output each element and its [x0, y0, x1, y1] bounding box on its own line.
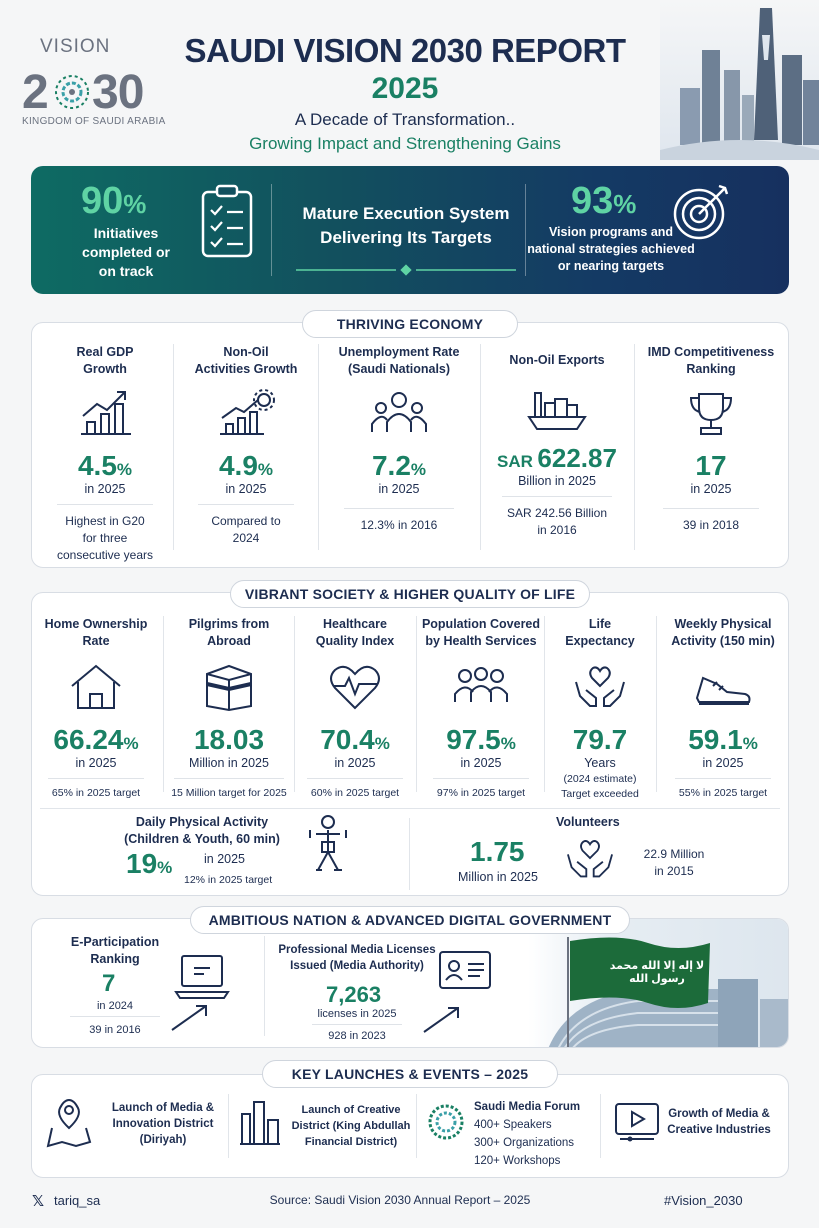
cargo-ship-icon — [527, 392, 587, 430]
city-skyline-image — [660, 0, 819, 160]
launch-item-media-forum: Saudi Media Forum 400+ Speakers 300+ Org… — [424, 1094, 604, 1174]
home-ownership-card: Home Ownership Rate 66.24% in 2025 65% in… — [44, 617, 148, 799]
initiatives-value: 90% — [81, 180, 147, 222]
hashtag[interactable]: #Vision_2030 — [664, 1193, 743, 1208]
logo-vision-text: VISION — [40, 36, 111, 57]
trend-arrow-icon — [171, 1005, 207, 1031]
svg-text:30: 30 — [92, 66, 143, 118]
e-participation-card: E-Participation Ranking 7 in 2024 39 in 2… — [40, 932, 260, 1042]
subtitle-line-1: A Decade of Transformation.. — [294, 110, 516, 129]
source-text: Source: Saudi Vision 2030 Annual Report … — [269, 1193, 531, 1207]
flag-building-image — [528, 919, 788, 1047]
population-icon — [454, 667, 508, 702]
volunteers-card: Volunteers 1.75 Million in 2025 22.9 Mil… — [458, 815, 705, 884]
execution-system-text: Mature Execution System Delivering Its Ta… — [302, 204, 510, 247]
pilgrims-card: Pilgrims from Abroad 18.03 Million in 202… — [171, 617, 287, 799]
laptop-icon — [174, 955, 230, 999]
sneaker-icon — [695, 676, 751, 705]
svg-text:2: 2 — [22, 66, 48, 118]
heart-pulse-icon — [330, 665, 380, 710]
footer: 𝕏 tariq_sa Source: Saudi Vision 2030 Ann… — [0, 1184, 819, 1228]
volunteer-hands-icon — [567, 840, 613, 878]
logo-mark-icon: 2 30 — [22, 66, 144, 118]
nation-section: لا إله إلا الله محمد رسول الله — [31, 918, 789, 1048]
programs-text: Vision programs and national strategies a… — [527, 225, 695, 273]
people-group-icon — [371, 392, 427, 432]
id-card-icon — [439, 951, 491, 989]
flag-inscription: لا إله إلا الله محمد رسول الله — [609, 960, 705, 985]
launch-item-media-growth: Growth of Media & Creative Industries — [612, 1094, 780, 1164]
house-icon — [71, 664, 121, 709]
checklist-icon — [201, 184, 253, 258]
trophy-icon — [689, 393, 733, 435]
page-year: 2025 — [371, 72, 439, 105]
map-pin-icon — [46, 1098, 92, 1148]
launches-section — [31, 1074, 789, 1178]
subtitle-line-2: Growing Impact and Strengthening Gains — [249, 134, 561, 153]
programs-value: 93% — [571, 180, 637, 222]
economy-title: THRIVING ECONOMY — [302, 310, 518, 338]
initiatives-text: Initiatives completed or on track — [82, 225, 170, 279]
healthcare-quality-card: Healthcare Quality Index 70.4% in 2025 60… — [298, 616, 412, 802]
gdp-growth-card: Real GDP Growth 4.5% in 2025 Highest in G… — [56, 345, 154, 562]
logo-country-text: KINGDOM OF SAUDI ARABIA — [22, 116, 166, 127]
health-coverage-card: Population Covered by Health Services 97.… — [421, 617, 541, 799]
highlight-banner: 90% Initiatives completed or on track Matu… — [31, 166, 789, 294]
growth-chart-icon — [81, 391, 131, 435]
weekly-activity-card: Weekly Physical Activity (150 min) 59.1% … — [671, 617, 775, 799]
launch-item-creative-district: Launch of Creative District (King Abdulla… — [236, 1094, 416, 1164]
society-section — [31, 592, 789, 896]
imd-ranking-card: IMD Competitiveness Ranking 17 in 2025 39… — [647, 345, 775, 532]
society-title: VIBRANT SOCIETY & HIGHER QUALITY OF LIFE — [230, 580, 590, 608]
x-logo-icon: 𝕏 — [32, 1193, 45, 1210]
vision-2030-logo: VISION 2030 2 30 KINGDOM OF SAUDI ARABIA — [22, 34, 172, 134]
trend-arrow-icon — [423, 1007, 459, 1033]
launch-item-media-district: Launch of Media & Innovation District (Dir… — [44, 1094, 224, 1164]
target-icon — [673, 184, 729, 240]
exercise-icon — [309, 815, 347, 871]
page-title: SAUDI VISION 2030 REPORT — [184, 32, 626, 69]
non-oil-growth-card: Non-Oil Activities Growth 4.9% in 2025 Co… — [194, 345, 298, 545]
nation-title: AMBITIOUS NATION & ADVANCED DIGITAL GOVE… — [190, 906, 630, 934]
launches-title: KEY LAUNCHES & EVENTS – 2025 — [262, 1060, 558, 1088]
divider-ornament — [296, 264, 516, 276]
towers-icon — [240, 1101, 280, 1145]
video-player-icon — [615, 1103, 659, 1142]
forum-logo-icon — [428, 1104, 464, 1140]
kaaba-icon — [206, 664, 252, 712]
hands-heart-icon — [575, 666, 625, 707]
logo-year-text: 2030 2 30 — [22, 62, 144, 118]
daily-activity-card: Daily Physical Activity (Children & Youth… — [112, 812, 412, 888]
growth-gear-icon — [220, 389, 275, 435]
unemployment-card: Unemployment Rate (Saudi Nationals) 7.2% … — [338, 345, 460, 532]
non-oil-exports-card: Non-Oil Exports SAR 622.87 Billion in 20… — [497, 353, 617, 537]
media-licenses-card: Professional Media Licenses Issued (Media… — [272, 932, 502, 1042]
life-expectancy-card: Life Expectancy 79.7 Years (2024 estimate… — [561, 617, 639, 800]
author-handle[interactable]: tariq_sa — [54, 1193, 101, 1208]
